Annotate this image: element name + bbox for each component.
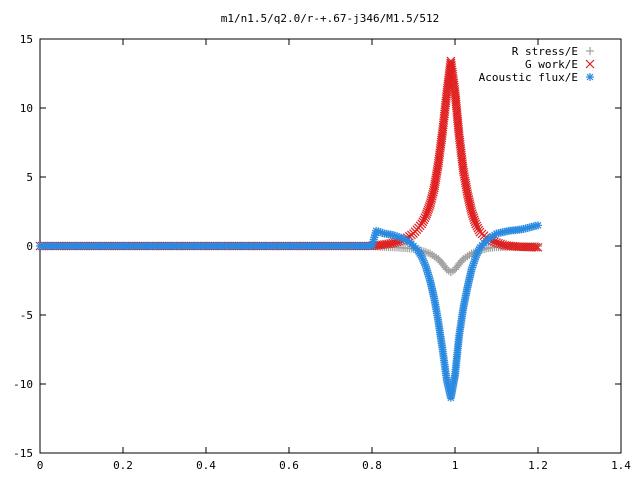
legend-label: R stress/E <box>512 45 578 58</box>
y-tick-label: -15 <box>13 447 33 460</box>
chart-marks <box>35 56 543 402</box>
y-tick-label: 10 <box>20 102 33 115</box>
x-tick-label: 0.8 <box>362 459 382 472</box>
data-point <box>472 221 482 231</box>
legend-marker <box>586 47 594 55</box>
data-point <box>419 215 429 225</box>
x-tick-label: 0.6 <box>279 459 299 472</box>
y-tick-label: -10 <box>13 378 33 391</box>
x-tick-label: 0.4 <box>196 459 216 472</box>
y-tick-label: -5 <box>20 309 33 322</box>
axis-ticks: 0 0.2 0.4 0.6 0.8 1 1.2 1.4 15 10 5 0 -5 -10 -15 <box>13 33 631 472</box>
y-tick-label: 5 <box>26 171 33 184</box>
x-tick-label: 1.2 <box>528 459 548 472</box>
data-point <box>529 242 539 252</box>
data-point <box>473 223 483 233</box>
chart-title: m1/n1.5/q2.0/r-+.67-j346/M1.5/512 <box>221 12 440 25</box>
data-point <box>418 217 428 227</box>
data-point <box>531 242 541 252</box>
data-point <box>534 221 542 230</box>
x-tick-label: 0.2 <box>113 459 133 472</box>
data-point <box>533 242 543 252</box>
x-tick-label: 1.4 <box>611 459 631 472</box>
series-1 <box>35 56 543 252</box>
series-2 <box>36 221 542 402</box>
data-point <box>417 219 427 229</box>
y-tick-label: 15 <box>20 33 33 46</box>
y-tick-label: 0 <box>26 240 33 253</box>
legend-marker <box>586 73 594 81</box>
legend-marker <box>585 59 595 69</box>
legend-label: G work/E <box>525 58 578 71</box>
x-tick-label: 0 <box>37 459 44 472</box>
x-tick-label: 1 <box>452 459 459 472</box>
legend-label: Acoustic flux/E <box>479 71 578 84</box>
data-point <box>471 219 481 229</box>
